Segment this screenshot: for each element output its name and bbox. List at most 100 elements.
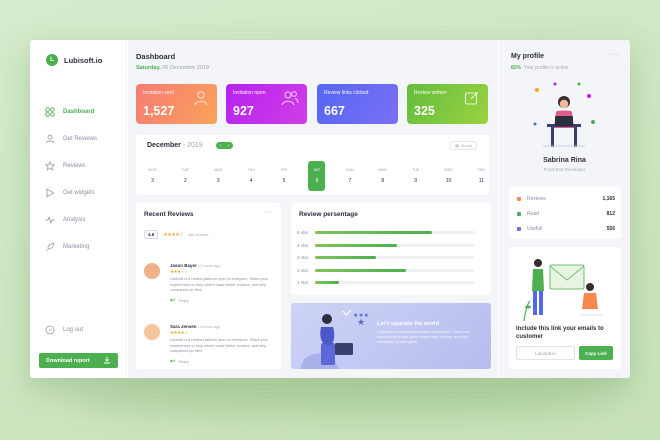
profile-stat-value: 1,165 xyxy=(602,196,615,202)
upgrade-illustration: ★★★ ★ xyxy=(301,309,369,369)
download-report-button[interactable]: Download report xyxy=(39,353,118,368)
logout-label: Log out xyxy=(63,327,84,333)
stat-card-review-links[interactable]: Review links clicked 667 xyxy=(317,84,398,124)
invite-title: Include this link your emails to custome… xyxy=(516,326,604,340)
sidebar-item-marketing[interactable]: Marketing xyxy=(45,233,97,260)
copy-link-button[interactable]: Copy Link xyxy=(579,346,613,360)
bar-label: 3 star xyxy=(297,255,309,260)
review-time: • 4 hours ago xyxy=(198,264,221,268)
profile-stat-value: 556 xyxy=(606,226,615,232)
sidebar-item-label: Reviews xyxy=(63,162,86,169)
page-day: Saturday, xyxy=(136,65,161,71)
profile-stat-row: Reviews 1,165 xyxy=(517,196,615,202)
stat-label: Invitation open xyxy=(233,90,266,96)
main-content: Dashboard Saturday, 06 December 2019 Inv… xyxy=(128,40,498,378)
sidebar-item-label: Get widgets xyxy=(63,189,95,196)
sidebar-item-get-widgets[interactable]: Get widgets xyxy=(45,179,97,206)
bar-track xyxy=(315,231,475,234)
calendar-day[interactable]: TUE 9 xyxy=(407,161,424,191)
svg-text:★★★: ★★★ xyxy=(353,312,369,319)
review-author: Sara Jensen • 4 hours ago xyxy=(170,324,220,329)
stat-card-invitation-open[interactable]: Invitation open 927 xyxy=(226,84,307,124)
download-report-label: Download report xyxy=(46,357,90,364)
calendar-day[interactable]: MON 3 xyxy=(144,161,161,191)
calendar-day[interactable]: TUE 2 xyxy=(177,161,194,191)
reply-label: Reply xyxy=(179,298,189,303)
calendar-day-number: 7 xyxy=(348,178,352,184)
reply-icon: ↩ xyxy=(170,298,176,304)
bar-track xyxy=(315,268,475,272)
calendar-day-number: 4 xyxy=(249,178,253,184)
calendar-day-number: 2 xyxy=(184,178,187,184)
stat-card-invitation-sent[interactable]: Invitation sent 1,527 xyxy=(136,84,217,124)
calendar-days: MON 3 TUE 2 WED 3 THU 4 FRI 5 SAT 6 SUN 7 MON 8 TUE 9 WED 1… xyxy=(144,161,490,191)
profile-stat-value: 812 xyxy=(606,211,615,217)
review-stars: ★★★★★ xyxy=(170,330,188,335)
logout-button[interactable]: Log out xyxy=(45,325,83,335)
calendar-mode-select[interactable]: ▦ Month xyxy=(450,141,477,150)
stat-value: 667 xyxy=(324,104,345,118)
profile-status: 82% Your profile is active xyxy=(511,65,568,71)
calendar-day[interactable]: SUN 7 xyxy=(341,161,358,191)
rocket-icon xyxy=(45,242,55,252)
calendar-day[interactable]: WED 10 xyxy=(440,161,457,191)
calendar-month: December xyxy=(147,142,181,149)
stat-card-review-written[interactable]: Review written 325 xyxy=(407,84,488,124)
chevron-left-icon[interactable]: ‹ xyxy=(219,142,222,149)
bar-label: 2 star xyxy=(297,267,309,273)
invite-illustration xyxy=(523,259,602,322)
calendar-day[interactable]: SAT 6 xyxy=(308,161,326,191)
bar-fill xyxy=(315,268,407,272)
more-icon[interactable]: ··· xyxy=(263,209,273,216)
dashboard-icon xyxy=(45,106,55,117)
calendar-day-name: TUE xyxy=(412,168,420,172)
calendar-day-name: MON xyxy=(148,168,157,172)
stat-label: Invitation sent xyxy=(143,90,174,96)
rating-total: 486 reviews xyxy=(188,232,209,237)
calendar-day-name: TUE xyxy=(181,168,189,172)
edit-icon xyxy=(464,90,480,111)
brand[interactable]: L Lubisoft.io xyxy=(46,54,102,66)
bar-label: 5 star xyxy=(297,230,309,235)
calendar-day-name: WED xyxy=(214,168,223,172)
reply-icon: ↩ xyxy=(170,359,176,365)
bar-fill xyxy=(315,281,339,284)
review-time: • 4 hours ago xyxy=(197,325,221,329)
sidebar-item-analysis[interactable]: Analysis xyxy=(45,206,97,233)
reply-label: Reply xyxy=(179,359,189,364)
reply-button[interactable]: ↩ Reply xyxy=(170,297,189,304)
profile-panel: My profile ··· 82% Your profile is activ… xyxy=(499,40,630,378)
calendar-day[interactable]: FRI 5 xyxy=(276,161,293,191)
upgrade-banner[interactable]: ★★★ ★ Let's upgrade the world Lubisoft i… xyxy=(291,303,491,369)
review-percentage-row: 4 star xyxy=(297,243,475,248)
more-icon[interactable]: ··· xyxy=(610,51,620,58)
chevron-right-icon[interactable]: › xyxy=(227,142,230,149)
bar-track xyxy=(315,281,475,284)
star-icon xyxy=(45,160,55,171)
profile-stat-label: Reviews xyxy=(527,196,546,202)
sidebar-nav: Dashboard Get Reviews Reviews Get widget… xyxy=(45,98,97,260)
sidebar-item-label: Get Reviews xyxy=(63,135,98,142)
calendar-day-number: 8 xyxy=(381,178,385,184)
reply-button[interactable]: ↩ Reply xyxy=(170,358,189,365)
invite-link-field[interactable]: Lubisoft.io xyxy=(516,346,575,360)
sidebar-item-get-reviews[interactable]: Get Reviews xyxy=(45,125,97,152)
bar-fill xyxy=(315,256,376,259)
sidebar-item-reviews[interactable]: Reviews xyxy=(45,152,97,179)
profile-title: My profile xyxy=(511,53,545,60)
calendar-year: - 2019 xyxy=(182,142,203,149)
profile-status-text: Your profile is active xyxy=(523,65,569,71)
sidebar-item-dashboard[interactable]: Dashboard xyxy=(45,98,97,125)
recent-reviews-card: Recent Reviews ··· 4.6 ★★★★★ 486 reviews… xyxy=(136,203,281,369)
calendar-day[interactable]: MON 8 xyxy=(374,161,391,191)
play-icon xyxy=(45,188,55,198)
calendar-day[interactable]: THU 4 xyxy=(243,161,260,191)
sidebar-item-label: Dashboard xyxy=(63,108,95,115)
review-text: Lubisoft is a review platform open to ev… xyxy=(170,338,269,353)
calendar-day[interactable]: THU 11 xyxy=(473,161,490,191)
review-percentage-card: Review persentage 5 star 4 star 3 star 2 st… xyxy=(291,203,491,295)
stat-label: Review links clicked xyxy=(324,90,369,96)
calendar-nav[interactable]: ‹ › xyxy=(216,142,233,149)
calendar-day[interactable]: WED 3 xyxy=(210,161,227,191)
calendar-title: December - 2019 xyxy=(147,142,203,149)
